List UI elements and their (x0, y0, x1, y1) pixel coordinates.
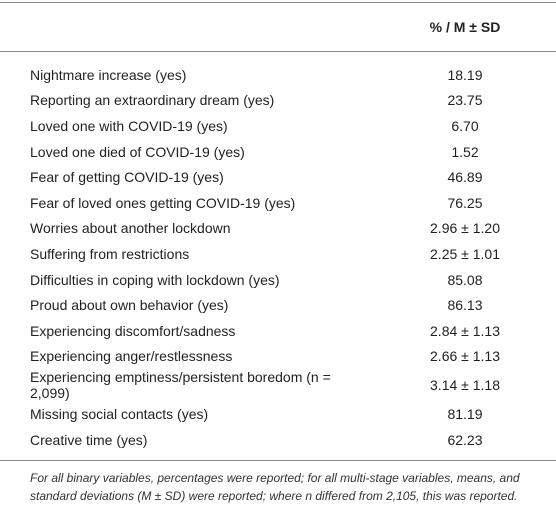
table-body: Nightmare increase (yes) 18.19 Reporting a… (0, 52, 556, 461)
header-empty-cell (0, 3, 374, 52)
table-row: Experiencing anger/restlessness 2.66 ± 1.… (0, 344, 556, 370)
table-row: Suffering from restrictions 2.25 ± 1.01 (0, 241, 556, 267)
row-label: Loved one died of COVID-19 (yes) (30, 143, 245, 160)
table-row: Fear of loved ones getting COVID-19 (yes… (0, 190, 556, 216)
data-table: % / M ± SD Nightmare increase (yes) 18.19… (0, 2, 556, 461)
row-value: 1.52 (451, 143, 479, 160)
header-row: % / M ± SD (0, 2, 556, 52)
table-row: Nightmare increase (yes) 18.19 (0, 52, 556, 88)
table-row: Experiencing emptiness/persistent boredo… (0, 369, 556, 401)
row-label: Missing social contacts (yes) (30, 405, 209, 422)
row-label: Creative time (yes) (30, 431, 148, 448)
row-value: 62.23 (447, 431, 483, 448)
table-row: Reporting an extraordinary dream (yes) 23… (0, 88, 556, 114)
row-value: 2.84 ± 1.13 (430, 322, 500, 339)
row-label: Experiencing discomfort/sadness (30, 322, 236, 339)
row-value: 76.25 (447, 194, 483, 211)
row-value: 3.14 ± 1.18 (430, 377, 500, 394)
row-label: Loved one with COVID-19 (yes) (30, 117, 228, 134)
row-value: 46.89 (447, 169, 483, 186)
row-label: Proud about own behavior (yes) (30, 297, 229, 314)
table-row: Difficulties in coping with lockdown (ye… (0, 267, 556, 293)
table-row: Creative time (yes) 62.23 (0, 427, 556, 461)
row-value: 2.25 ± 1.01 (430, 245, 500, 262)
table-row: Missing social contacts (yes) 81.19 (0, 401, 556, 427)
row-value: 23.75 (447, 92, 483, 109)
row-label: Nightmare increase (yes) (30, 66, 187, 83)
row-label: Worries about another lockdown (30, 220, 231, 237)
footnote: For all binary variables, percentages we… (30, 471, 520, 504)
row-label: Fear of getting COVID-19 (yes) (30, 169, 224, 186)
table-row: Loved one died of COVID-19 (yes) 1.52 (0, 139, 556, 165)
row-label: Reporting an extraordinary dream (yes) (30, 92, 275, 109)
row-value: 2.66 ± 1.13 (430, 348, 500, 365)
table-row: Proud about own behavior (yes) 86.13 (0, 292, 556, 318)
row-label: Difficulties in coping with lockdown (ye… (30, 271, 280, 288)
table-row: Fear of getting COVID-19 (yes) 46.89 (0, 164, 556, 190)
table-row: Worries about another lockdown 2.96 ± 1.2… (0, 216, 556, 242)
header-cell: % / M ± SD (429, 19, 501, 35)
row-value: 81.19 (447, 405, 483, 422)
table-row: Experiencing discomfort/sadness 2.84 ± 1.… (0, 318, 556, 344)
row-value: 85.08 (447, 271, 483, 288)
row-label: Experiencing emptiness/persistent boredo… (30, 369, 331, 402)
row-value: 18.19 (447, 66, 483, 83)
row-value: 6.70 (451, 117, 479, 134)
row-label: Experiencing anger/restlessness (30, 348, 233, 365)
row-label: Fear of loved ones getting COVID-19 (yes… (30, 194, 296, 211)
table-header: % / M ± SD (0, 2, 556, 52)
row-value: 86.13 (447, 297, 483, 314)
row-value: 2.96 ± 1.20 (430, 220, 500, 237)
row-label: Suffering from restrictions (30, 245, 190, 262)
table-row: Loved one with COVID-19 (yes) 6.70 (0, 113, 556, 139)
